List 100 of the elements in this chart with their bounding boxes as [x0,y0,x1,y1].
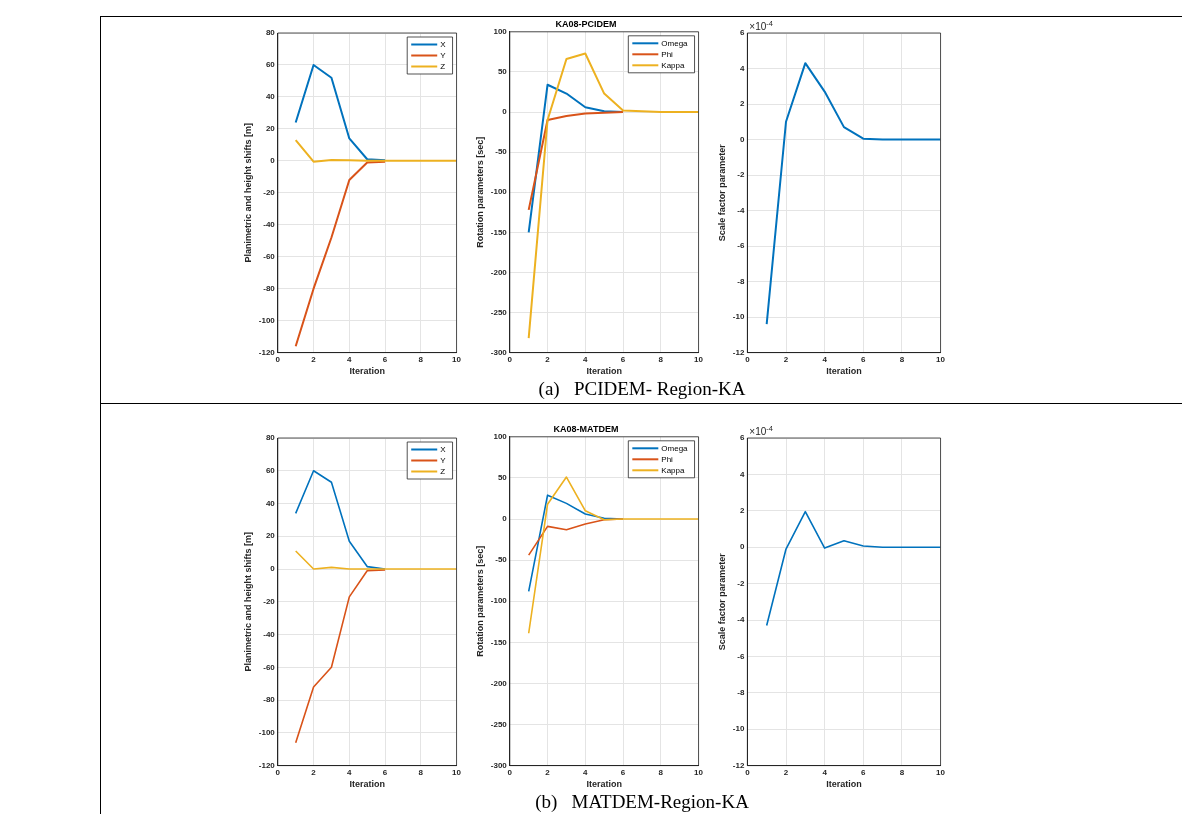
x-tick-label: 4 [822,767,828,777]
y-tick-label: 50 [497,67,508,77]
x-tick-label: 4 [583,354,589,364]
x-tick-label: 6 [382,354,388,364]
legend-label: Z [440,466,446,476]
y-tick-label: 0 [502,514,508,524]
y-tick-label: -6 [737,651,745,661]
y-axis-title: Planimetric and height shifts [m] [242,123,253,263]
y-tick-label: 20 [265,531,276,541]
y-tick-label: 0 [270,564,276,574]
y-tick-label: -50 [495,555,508,565]
y-tick-label: 0 [739,542,745,552]
y-tick-label: 100 [493,27,508,36]
x-axis-title: Iteration [586,779,622,790]
legend-label: Z [440,61,446,71]
legend-label: Kappa [661,465,685,475]
y-axis-title: Scale factor parameter [716,143,727,242]
y-tick-label: -12 [732,760,745,770]
y-tick-label: -60 [263,662,276,672]
y-tick-label: -10 [732,724,745,734]
x-tick-label: 8 [899,354,905,364]
y-tick-label: -8 [737,688,745,697]
x-tick-label: 10 [936,767,946,777]
y-tick-label: -100 [490,596,508,606]
y-axis-title: Scale factor parameter [716,552,727,651]
y-tick-label: 2 [739,506,745,515]
y-axis-title: Planimetric and height shifts [m] [242,532,253,672]
y-tick-label: -100 [258,315,276,325]
chart-title: KA08-MATDEM [553,423,619,434]
y-tick-label: -100 [490,187,508,197]
y-tick-label: 50 [497,473,508,483]
y-tick-label: 6 [739,28,745,38]
y-tick-label: -2 [737,578,745,588]
legend-label: Omega [661,443,689,453]
y-tick-label: -250 [490,307,508,317]
y-tick-label: -120 [258,760,276,770]
y-tick-label: 0 [739,134,745,144]
legend-label: Omega [661,38,689,48]
x-axis-title: Iteration [349,366,385,377]
y-tick-label: -4 [737,615,745,625]
legend-label: Phi [661,49,674,59]
y-axis-title: Rotation parameters [sec] [474,545,485,657]
y-tick-label: -8 [737,276,745,286]
y-tick-label: 60 [265,465,276,475]
x-tick-label: 10 [694,767,704,777]
legend-label: Phi [661,454,674,464]
x-tick-label: 4 [347,354,353,364]
y-tick-label: -300 [490,347,508,357]
y-tick-label: -20 [263,188,276,197]
x-axis-title: Iteration [826,779,862,790]
x-tick-label: 2 [545,354,551,364]
x-axis-title: Iteration [826,366,862,377]
x-tick-label: 8 [658,767,664,777]
y-tick-label: -6 [737,241,745,251]
x-tick-label: 6 [620,354,626,364]
y-tick-label: -250 [490,719,508,729]
x-axis-title: Iteration [586,366,622,377]
legend-label: Y [440,455,447,465]
y-tick-label: -40 [263,219,276,229]
y-tick-label: -20 [263,597,276,606]
y-tick-label: 4 [739,63,745,73]
legend-label: X [440,39,447,49]
y-tick-label: -80 [263,695,276,705]
y-tick-label: -10 [732,312,745,322]
y-tick-label: -12 [732,347,745,357]
x-tick-label: 8 [658,354,664,364]
text: (b) MATDEM-Region-KA [534,790,750,814]
x-tick-label: 6 [861,767,867,777]
chart-title: KA08-PCIDEM [555,18,617,29]
y-tick-label: -200 [490,678,508,688]
x-tick-label: 4 [583,767,589,777]
text: (a) PCIDEM- Region-KA [537,377,747,401]
y-tick-label: -80 [263,283,276,293]
x-tick-label: 2 [783,767,789,777]
y-tick-label: 80 [265,28,276,38]
x-tick-label: 6 [620,767,626,777]
y-tick-label: -150 [490,227,508,237]
y-tick-label: 100 [493,432,508,441]
y-tick-label: -200 [490,267,508,277]
x-tick-label: 6 [861,354,867,364]
y-tick-label: 4 [739,469,745,479]
y-tick-label: -2 [737,170,745,180]
x-tick-label: 10 [936,354,946,364]
y-tick-label: 2 [739,99,745,109]
x-tick-label: 4 [822,354,828,364]
y-tick-label: -300 [490,760,508,770]
y-tick-label: -4 [737,205,745,215]
x-tick-label: 8 [899,767,905,777]
x-tick-label: 2 [311,767,317,777]
y-tick-label: -150 [490,637,508,647]
y-tick-label: 40 [265,92,276,102]
y-tick-label: 6 [739,433,745,443]
y-tick-label: -50 [495,147,508,157]
y-tick-label: 20 [265,124,276,134]
x-tick-label: 10 [452,767,462,777]
y-tick-label: 60 [265,60,276,70]
y-tick-label: 0 [502,107,508,117]
y-tick-label: -100 [258,728,276,738]
y-tick-label: -40 [263,629,276,639]
x-tick-label: 10 [694,354,704,364]
